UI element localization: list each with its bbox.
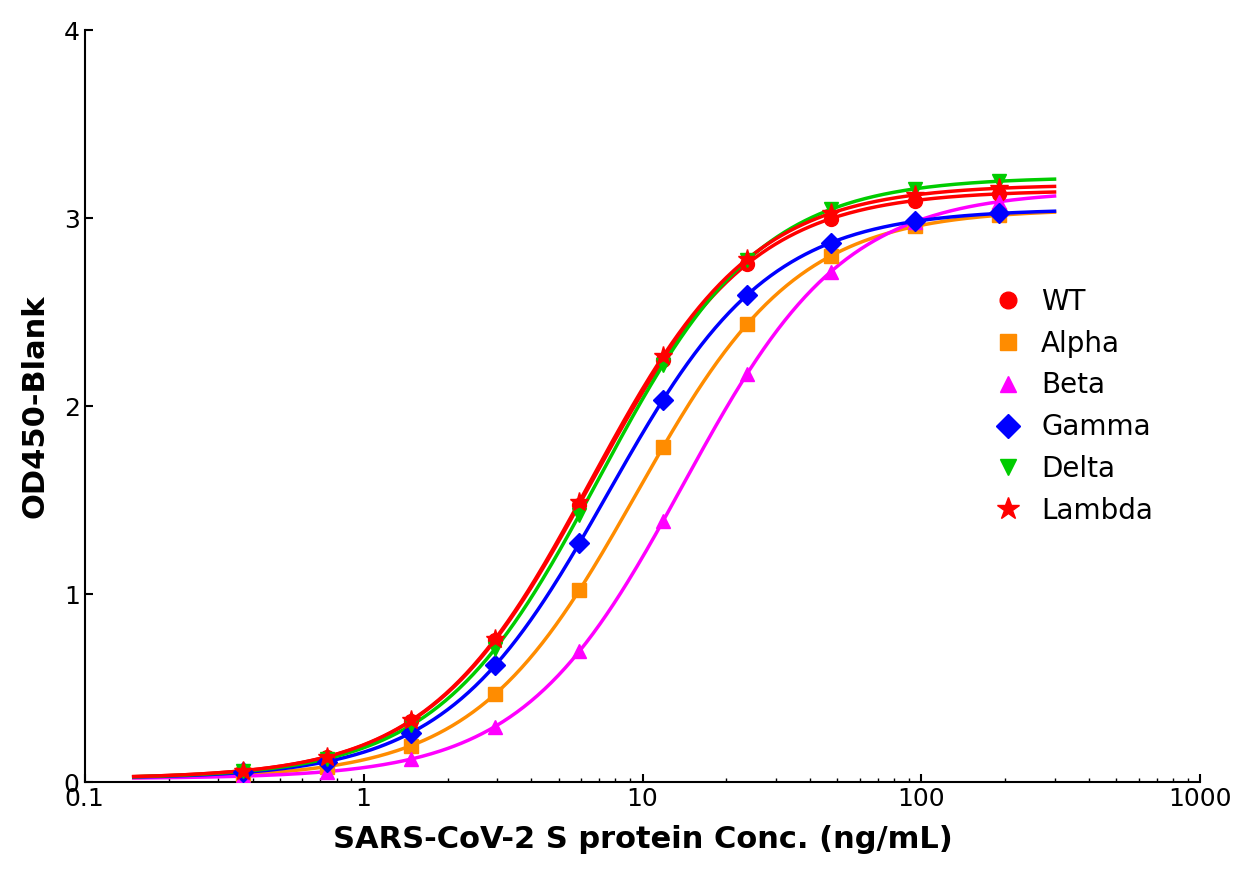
Lambda	[403, 715, 419, 725]
WT	[991, 189, 1006, 200]
Alpha	[320, 761, 335, 772]
WT	[571, 500, 586, 510]
Gamma	[403, 727, 419, 738]
Alpha	[403, 740, 419, 751]
Delta	[403, 720, 419, 731]
Beta	[655, 515, 670, 526]
Delta	[739, 255, 754, 265]
WT	[907, 195, 922, 206]
Gamma	[991, 208, 1006, 219]
Lambda	[571, 497, 586, 507]
Line: WT: WT	[236, 187, 1006, 778]
Beta	[739, 368, 754, 379]
WT	[823, 214, 838, 224]
Line: Delta: Delta	[236, 174, 1006, 779]
WT	[403, 716, 419, 726]
WT	[655, 355, 670, 366]
Lambda	[655, 351, 670, 361]
Delta	[655, 360, 670, 370]
Delta	[320, 753, 335, 764]
Alpha	[907, 221, 922, 232]
Legend: WT, Alpha, Beta, Gamma, Delta, Lambda: WT, Alpha, Beta, Gamma, Delta, Lambda	[986, 276, 1164, 536]
Delta	[487, 644, 502, 654]
Delta	[823, 204, 838, 214]
WT	[487, 635, 502, 646]
Beta	[403, 754, 419, 765]
Lambda	[739, 254, 754, 264]
Line: Gamma: Gamma	[236, 206, 1006, 780]
WT	[236, 766, 251, 776]
Line: Alpha: Alpha	[236, 208, 1006, 781]
Gamma	[320, 756, 335, 766]
Lambda	[907, 190, 922, 200]
Beta	[991, 197, 1006, 207]
Beta	[823, 266, 838, 276]
Delta	[991, 176, 1006, 186]
Lambda	[991, 183, 1006, 193]
Beta	[487, 721, 502, 732]
Gamma	[571, 538, 586, 549]
Gamma	[739, 290, 754, 300]
Delta	[236, 766, 251, 777]
WT	[320, 752, 335, 762]
Gamma	[236, 767, 251, 778]
Y-axis label: OD450-Blank: OD450-Blank	[21, 295, 50, 518]
Delta	[571, 510, 586, 521]
Alpha	[655, 442, 670, 452]
Gamma	[823, 237, 838, 248]
X-axis label: SARS-CoV-2 S protein Conc. (ng/mL): SARS-CoV-2 S protein Conc. (ng/mL)	[332, 825, 952, 854]
Alpha	[236, 769, 251, 780]
Alpha	[571, 585, 586, 596]
Lambda	[823, 208, 838, 219]
Delta	[907, 184, 922, 194]
Gamma	[907, 216, 922, 227]
Alpha	[487, 689, 502, 699]
Alpha	[739, 319, 754, 330]
Line: Lambda: Lambda	[233, 178, 1009, 780]
Beta	[907, 216, 922, 227]
Line: Beta: Beta	[236, 195, 1006, 783]
Beta	[236, 771, 251, 781]
Gamma	[487, 661, 502, 671]
Beta	[571, 647, 586, 657]
Lambda	[236, 766, 251, 776]
Alpha	[823, 250, 838, 261]
Gamma	[655, 395, 670, 405]
WT	[739, 259, 754, 270]
Lambda	[487, 634, 502, 644]
Alpha	[991, 210, 1006, 220]
Beta	[320, 766, 335, 777]
Lambda	[320, 752, 335, 762]
